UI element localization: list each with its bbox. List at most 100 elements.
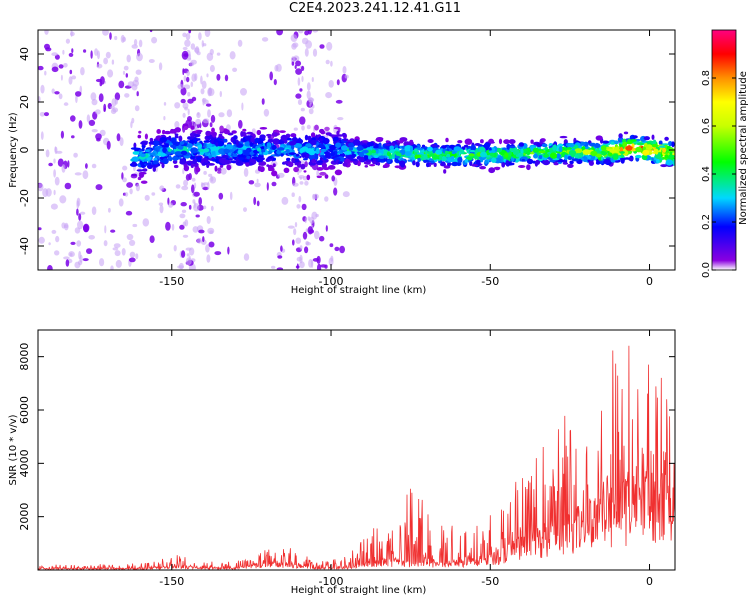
noise-blob	[193, 203, 200, 212]
noise-blob	[104, 225, 107, 234]
band-blob	[664, 154, 669, 159]
noise-blob	[47, 265, 53, 270]
band-blob	[395, 152, 402, 157]
band-blob	[662, 147, 667, 153]
band-blob	[423, 153, 428, 160]
band-blob	[415, 161, 420, 168]
band-blob	[258, 162, 265, 166]
band-blob	[567, 143, 575, 148]
band-blob	[260, 145, 265, 150]
noise-blob	[293, 228, 297, 236]
noise-blob	[51, 88, 55, 94]
noise-blob	[96, 137, 101, 142]
noise-blob	[334, 246, 340, 252]
band-blob	[509, 145, 516, 149]
band-blob	[140, 164, 146, 168]
band-blob	[140, 180, 148, 184]
noise-blob	[85, 163, 88, 169]
noise-blob	[50, 203, 58, 210]
band-blob	[171, 137, 176, 144]
noise-blob	[274, 64, 279, 72]
noise-blob	[98, 93, 104, 103]
noise-blob	[181, 209, 187, 213]
noise-blob	[185, 33, 191, 40]
noise-blob	[306, 124, 311, 130]
noise-blob	[114, 98, 119, 105]
band-blob	[172, 159, 178, 164]
noise-blob	[75, 91, 82, 97]
band-blob	[478, 146, 486, 153]
noise-blob	[206, 73, 209, 78]
noise-blob	[115, 259, 122, 268]
band-blob	[620, 157, 625, 164]
noise-blob	[182, 102, 189, 109]
band-blob	[480, 151, 487, 158]
band-blob	[351, 153, 357, 158]
noise-blob	[51, 229, 57, 234]
noise-blob	[182, 112, 186, 118]
noise-blob	[119, 137, 124, 147]
band-blob	[203, 148, 210, 153]
band-blob	[329, 145, 336, 150]
noise-blob	[54, 91, 60, 95]
noise-blob	[187, 108, 190, 116]
noise-blob	[261, 98, 265, 105]
noise-blob	[135, 253, 139, 260]
noise-blob	[159, 185, 165, 191]
band-blob	[658, 140, 663, 145]
band-blob	[607, 152, 613, 157]
band-blob	[447, 162, 452, 167]
band-blob	[256, 129, 262, 136]
noise-blob	[100, 76, 105, 85]
band-blob	[179, 141, 185, 145]
noise-blob	[339, 245, 345, 254]
noise-blob	[314, 230, 320, 240]
noise-blob	[210, 205, 214, 212]
noise-blob	[107, 69, 114, 78]
noise-blob	[232, 67, 238, 73]
band-blob	[668, 141, 673, 147]
band-blob	[539, 138, 543, 145]
noise-blob	[281, 196, 289, 205]
noise-blob	[38, 236, 45, 244]
band-blob	[518, 142, 525, 147]
band-blob	[333, 127, 341, 130]
noise-blob	[325, 92, 332, 99]
noise-blob	[308, 229, 315, 234]
noise-blob	[181, 185, 189, 191]
band-blob	[533, 153, 539, 159]
noise-blob	[65, 259, 70, 267]
noise-blob	[58, 93, 63, 100]
band-blob	[530, 139, 534, 144]
noise-blob	[304, 217, 307, 224]
band-blob	[518, 165, 526, 168]
noise-blob	[159, 204, 164, 214]
band-blob	[501, 162, 506, 168]
noise-blob	[330, 255, 334, 262]
noise-blob	[74, 261, 81, 269]
band-blob	[245, 162, 250, 167]
snr-background	[38, 330, 675, 570]
noise-blob	[192, 199, 196, 204]
y-tick-label: 2000	[18, 503, 31, 531]
noise-blob	[291, 61, 295, 66]
band-blob	[371, 149, 377, 154]
noise-blob	[40, 131, 44, 140]
noise-blob	[180, 98, 186, 104]
band-blob	[288, 152, 297, 156]
band-blob	[453, 146, 461, 152]
band-blob	[364, 165, 369, 168]
band-blob	[179, 159, 187, 165]
band-blob	[376, 161, 381, 166]
noise-blob	[76, 197, 81, 207]
noise-blob	[301, 75, 304, 82]
noise-blob	[209, 64, 215, 73]
band-blob	[443, 169, 447, 174]
band-blob	[368, 154, 372, 160]
x-tick-label: 0	[646, 575, 653, 588]
band-blob	[317, 144, 325, 149]
noise-blob	[68, 52, 74, 57]
band-blob	[559, 135, 568, 139]
band-blob	[542, 159, 551, 166]
band-blob	[174, 151, 183, 156]
